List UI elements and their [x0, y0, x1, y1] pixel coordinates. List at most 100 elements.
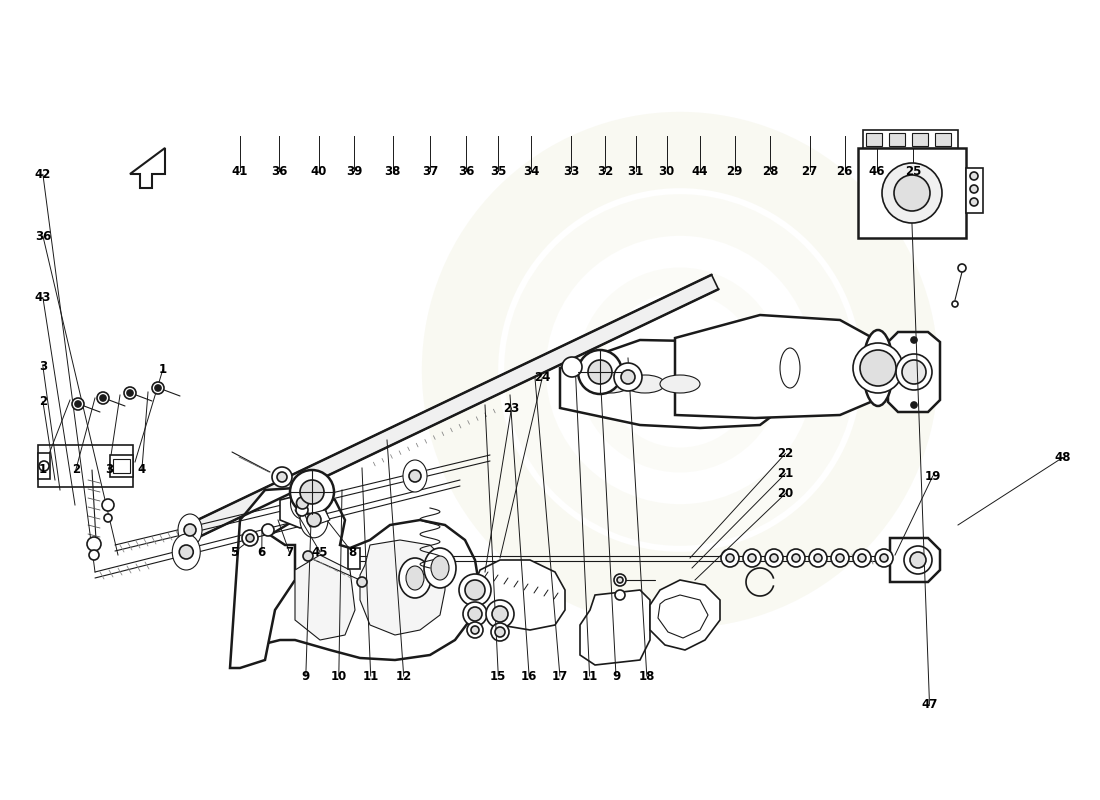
Circle shape: [486, 600, 514, 628]
Ellipse shape: [874, 549, 893, 567]
Ellipse shape: [808, 549, 827, 567]
Circle shape: [152, 382, 164, 394]
Circle shape: [970, 198, 978, 206]
Circle shape: [262, 524, 274, 536]
Circle shape: [726, 554, 734, 562]
Ellipse shape: [406, 566, 424, 590]
Circle shape: [87, 537, 101, 551]
Polygon shape: [245, 490, 480, 660]
Circle shape: [246, 534, 254, 542]
Circle shape: [615, 590, 625, 600]
Polygon shape: [580, 590, 650, 665]
Text: 43: 43: [35, 291, 51, 304]
Text: 26: 26: [837, 165, 852, 178]
Text: 17: 17: [552, 670, 568, 682]
Ellipse shape: [852, 549, 871, 567]
Ellipse shape: [660, 375, 700, 393]
Polygon shape: [890, 538, 940, 582]
Circle shape: [179, 545, 194, 559]
Circle shape: [126, 390, 133, 396]
Text: 11: 11: [363, 670, 378, 682]
Polygon shape: [858, 148, 966, 238]
Circle shape: [72, 398, 84, 410]
Text: 22: 22: [778, 447, 793, 460]
Circle shape: [880, 554, 888, 562]
Text: 3: 3: [39, 360, 47, 373]
Text: 11: 11: [582, 670, 597, 682]
Text: 47: 47: [922, 698, 937, 710]
Circle shape: [958, 264, 966, 272]
Text: 27: 27: [802, 165, 817, 178]
Ellipse shape: [290, 470, 334, 514]
Ellipse shape: [742, 549, 761, 567]
Polygon shape: [348, 548, 360, 569]
Text: 32: 32: [597, 165, 613, 178]
Text: 23: 23: [504, 402, 519, 414]
Text: 30: 30: [659, 165, 674, 178]
Text: 44: 44: [692, 165, 708, 178]
Ellipse shape: [277, 472, 287, 482]
Circle shape: [468, 607, 482, 621]
Circle shape: [495, 627, 505, 637]
Circle shape: [952, 301, 958, 307]
Text: 39: 39: [346, 165, 362, 178]
Polygon shape: [191, 274, 718, 538]
Ellipse shape: [864, 330, 893, 406]
Circle shape: [39, 461, 50, 471]
Text: 33: 33: [563, 165, 579, 178]
Polygon shape: [658, 595, 708, 638]
Circle shape: [104, 514, 112, 522]
Text: 35: 35: [491, 165, 506, 178]
Polygon shape: [866, 133, 882, 146]
Circle shape: [792, 554, 800, 562]
Circle shape: [463, 602, 487, 626]
Polygon shape: [110, 455, 133, 477]
Ellipse shape: [173, 534, 200, 570]
Polygon shape: [39, 445, 133, 487]
Circle shape: [904, 546, 932, 574]
Circle shape: [409, 470, 421, 482]
Ellipse shape: [720, 549, 739, 567]
Polygon shape: [912, 133, 928, 146]
Circle shape: [102, 499, 114, 511]
Text: 6: 6: [257, 546, 266, 558]
Circle shape: [465, 580, 485, 600]
Polygon shape: [560, 340, 780, 428]
Circle shape: [911, 402, 917, 408]
Polygon shape: [470, 560, 565, 630]
Circle shape: [459, 574, 491, 606]
Circle shape: [89, 550, 99, 560]
Polygon shape: [966, 168, 983, 213]
Circle shape: [896, 354, 932, 390]
Circle shape: [836, 554, 844, 562]
Ellipse shape: [780, 348, 800, 388]
Text: 10: 10: [331, 670, 346, 682]
Text: 46: 46: [869, 165, 884, 178]
Text: 29: 29: [727, 165, 742, 178]
Circle shape: [814, 554, 822, 562]
Polygon shape: [295, 555, 355, 640]
Circle shape: [492, 606, 508, 622]
Polygon shape: [360, 540, 446, 635]
Text: a passion for cars: a passion for cars: [613, 382, 748, 398]
Text: 37: 37: [422, 165, 438, 178]
Polygon shape: [280, 495, 324, 528]
Text: 9: 9: [612, 670, 620, 682]
Ellipse shape: [562, 357, 582, 377]
Ellipse shape: [764, 549, 783, 567]
Circle shape: [614, 574, 626, 586]
Text: 34: 34: [524, 165, 539, 178]
Text: 2: 2: [72, 463, 80, 476]
Ellipse shape: [290, 487, 315, 519]
Circle shape: [296, 504, 308, 516]
Text: 8: 8: [348, 546, 356, 558]
Circle shape: [307, 513, 321, 526]
Circle shape: [75, 401, 81, 407]
Polygon shape: [889, 133, 905, 146]
Ellipse shape: [614, 363, 642, 391]
Circle shape: [860, 350, 896, 386]
Circle shape: [302, 551, 313, 561]
Circle shape: [297, 497, 308, 509]
Circle shape: [882, 163, 942, 223]
Circle shape: [910, 552, 926, 568]
